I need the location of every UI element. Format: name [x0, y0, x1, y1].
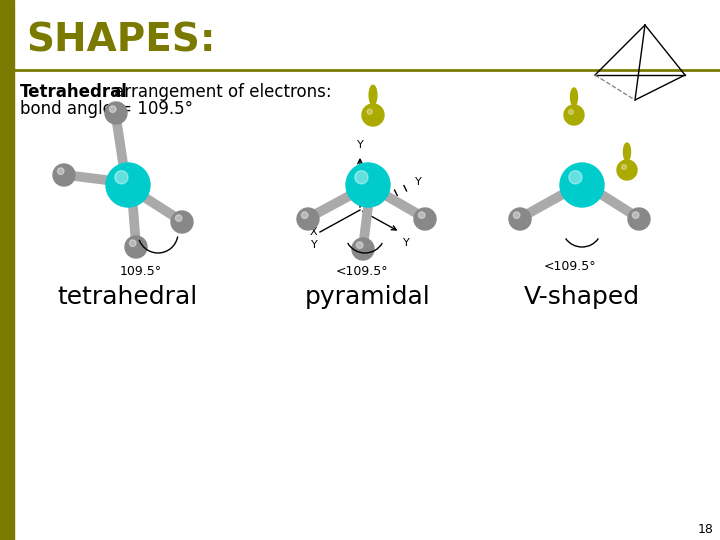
Circle shape — [560, 163, 604, 207]
Text: tetrahedral: tetrahedral — [58, 285, 198, 309]
Text: bond angle = 109.5°: bond angle = 109.5° — [20, 100, 193, 118]
Text: Tetrahedral: Tetrahedral — [20, 83, 128, 101]
Circle shape — [367, 109, 372, 114]
Circle shape — [58, 168, 64, 174]
Circle shape — [125, 236, 147, 258]
Circle shape — [352, 238, 374, 260]
Circle shape — [346, 163, 390, 207]
Circle shape — [628, 208, 650, 230]
Text: V-shaped: V-shaped — [524, 285, 640, 309]
Text: X: X — [310, 227, 317, 237]
Circle shape — [621, 165, 626, 170]
Ellipse shape — [369, 85, 377, 105]
Circle shape — [302, 212, 308, 219]
Circle shape — [105, 102, 127, 124]
Text: Y: Y — [311, 240, 318, 250]
Circle shape — [564, 105, 584, 125]
Circle shape — [130, 240, 136, 246]
Ellipse shape — [624, 143, 631, 161]
Circle shape — [356, 242, 363, 248]
Circle shape — [176, 215, 182, 221]
Circle shape — [53, 164, 75, 186]
Text: <109.5°: <109.5° — [544, 260, 597, 273]
Circle shape — [632, 212, 639, 219]
Text: 109.5°: 109.5° — [120, 265, 162, 278]
Text: pyramidal: pyramidal — [305, 285, 431, 309]
Text: Y: Y — [356, 140, 364, 150]
Bar — [0, 0, 14, 540]
Circle shape — [509, 208, 531, 230]
Text: SHAPES:: SHAPES: — [26, 21, 215, 59]
Circle shape — [513, 212, 520, 219]
Circle shape — [355, 171, 368, 184]
Text: Y: Y — [415, 177, 422, 187]
Ellipse shape — [570, 88, 577, 106]
Circle shape — [414, 208, 436, 230]
Text: arrangement of electrons:: arrangement of electrons: — [109, 83, 332, 101]
Circle shape — [106, 163, 150, 207]
Circle shape — [114, 171, 128, 184]
Circle shape — [569, 171, 582, 184]
Circle shape — [418, 212, 425, 219]
Circle shape — [171, 211, 193, 233]
Circle shape — [617, 160, 637, 180]
Text: Y: Y — [403, 238, 410, 248]
Circle shape — [109, 106, 116, 112]
Circle shape — [569, 110, 574, 114]
Text: 18: 18 — [698, 523, 714, 536]
Circle shape — [297, 208, 319, 230]
Circle shape — [362, 104, 384, 126]
Text: <109.5°: <109.5° — [336, 265, 389, 278]
